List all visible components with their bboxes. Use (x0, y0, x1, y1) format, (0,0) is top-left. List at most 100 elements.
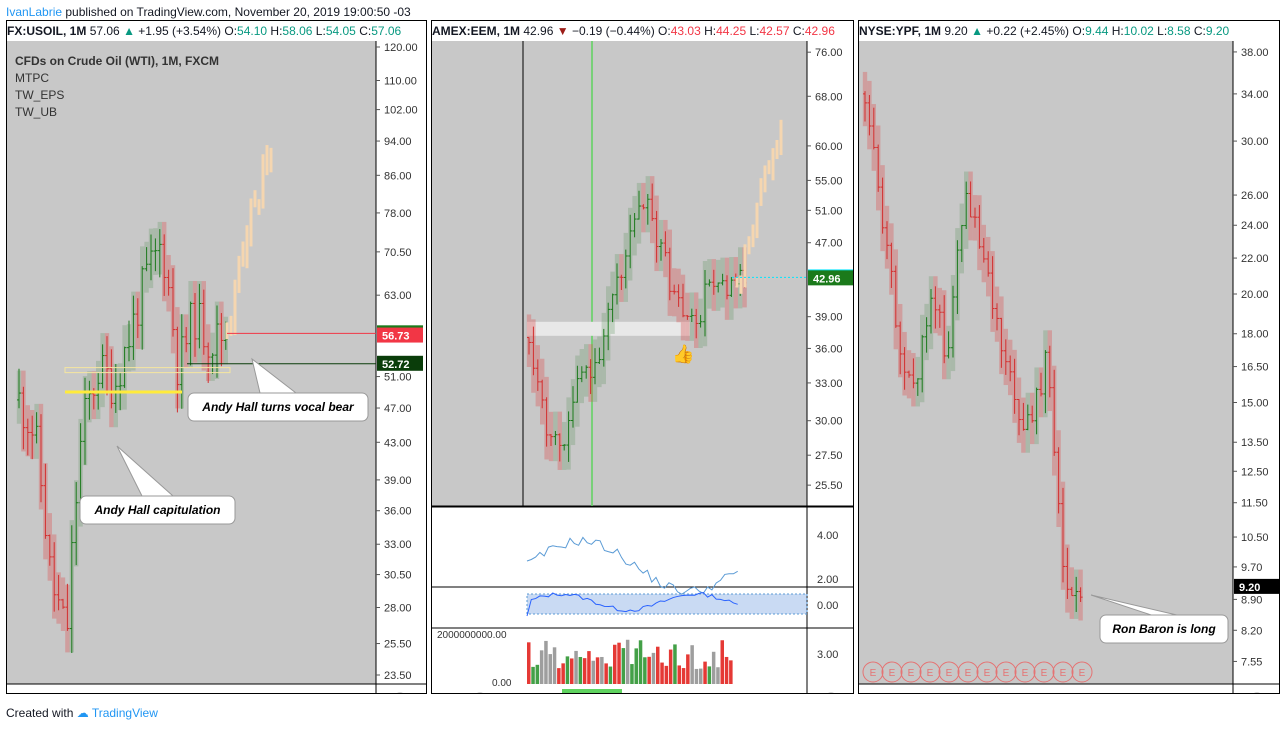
volume-bar (608, 666, 613, 684)
y-tick-label: 30.00 (1241, 136, 1269, 148)
volume-bar (690, 645, 694, 684)
volume-bar (656, 646, 660, 684)
y-tick-label: 60.00 (815, 141, 843, 153)
crosshair-label-box (562, 689, 622, 693)
volume-bar (587, 651, 591, 684)
volume-bar (535, 664, 540, 684)
y-tick-label: 16.50 (1241, 362, 1269, 374)
auto-scale-button (397, 692, 403, 693)
volume-bar (574, 650, 578, 684)
chart-panel-eem[interactable]: AMEX:EEM, 1M 42.96 ▼ −0.19 (−0.44%) O:43… (431, 20, 854, 694)
earnings-label: E (1003, 668, 1010, 679)
sub-tick-label: 2.00 (817, 574, 838, 586)
volume-bar (617, 642, 621, 684)
high-value: 44.25 (716, 24, 747, 38)
y-tick-label: 25.50 (384, 639, 412, 651)
last-price: 57.06 (89, 24, 120, 38)
y-tick-label: 20.00 (1241, 289, 1269, 301)
tradingview-link[interactable]: TradingView (91, 706, 158, 720)
legend-title: CFDs on Crude Oil (WTI), 1M, FXCM (15, 54, 219, 68)
volume-bar (724, 656, 729, 684)
earnings-marker (881, 661, 903, 683)
price-chart[interactable]: 76.00 68.00 60.00 55.00 51.00 47.00 39.00 36.00… (432, 41, 854, 694)
earnings-marker (862, 661, 884, 683)
indicator-tw-ub[interactable]: TW_UB (15, 105, 57, 119)
earnings-label: E (946, 668, 953, 679)
volume-bar (591, 660, 595, 684)
price-label: 52.72 (382, 359, 410, 371)
plot-area (7, 41, 376, 684)
tradingview-logo-icon[interactable]: ☁ (76, 706, 89, 720)
earnings-label: E (889, 668, 896, 679)
volume-bar (539, 650, 544, 684)
callout-text: Ron Baron is long (1112, 622, 1216, 636)
close-label: C: (1193, 24, 1206, 38)
open-label: O: (1072, 24, 1086, 38)
price-chart[interactable]: 120.00 110.00 102.00 94.00 86.00 78.00 70.50 63… (7, 41, 427, 694)
volume-bar (729, 660, 733, 684)
callout-box (1099, 614, 1229, 644)
y-tick-label: 70.50 (384, 247, 412, 259)
volume-bar (677, 665, 681, 684)
volume-bar (570, 658, 574, 684)
open-label: O: (224, 24, 238, 38)
chart-panel-ypf[interactable]: NYSE:YPF, 1M 9.20 ▲ +0.22 (+2.45%) O:9.4… (858, 20, 1280, 694)
y-tick-label: 24.00 (1241, 220, 1269, 232)
earnings-label: E (1041, 668, 1048, 679)
up-arrow-icon: ▲ (971, 24, 983, 38)
price-change: +0.22 (+2.45%) (986, 24, 1070, 38)
volume-bar (625, 639, 630, 684)
y-tick-label: 68.00 (815, 91, 843, 103)
price-change: −0.19 (−0.44%) (571, 24, 655, 38)
price-label-box (377, 355, 423, 371)
earnings-label: E (927, 668, 934, 679)
close-value: 9.20 (1205, 24, 1230, 38)
y-tick-label: 39.00 (815, 312, 843, 324)
volume-bar (561, 663, 565, 684)
earnings-label: E (965, 668, 972, 679)
down-arrow-icon: ▼ (556, 24, 569, 38)
volume-bar (582, 658, 587, 684)
earnings-marker (919, 661, 941, 683)
open-value: 9.44 (1085, 24, 1109, 38)
y-tick-label: 63.00 (384, 290, 412, 302)
y-tick-label: 34.00 (1241, 89, 1269, 101)
volume-tick-label: 2000000000.00 (437, 630, 507, 641)
volume-bar (651, 652, 656, 684)
volume-bar (621, 648, 626, 684)
publish-header: IvanLabrie published on TradingView.com,… (6, 5, 411, 19)
price-chart[interactable]: 38.00 34.00 30.00 26.00 24.00 22.00 20.00 18.00… (859, 41, 1280, 694)
plot-area (859, 41, 1233, 684)
y-tick-label: 18.00 (1241, 329, 1269, 341)
indicator-mtpc[interactable]: MTPC (15, 71, 49, 85)
y-tick-label: 28.00 (384, 603, 412, 615)
indicator-legend: CFDs on Crude Oil (WTI), 1M, FXCM MTPC T… (15, 53, 219, 121)
price-label: 9.20 (1239, 582, 1260, 594)
indicator-tw-eps[interactable]: TW_EPS (15, 88, 65, 102)
y-tick-label: 8.20 (1241, 625, 1262, 637)
earnings-marker (1014, 661, 1036, 683)
y-tick-label: 36.00 (815, 343, 843, 355)
volume-bar (634, 648, 638, 684)
symbol-name: FX:USOIL, 1M (7, 24, 87, 38)
earnings-label: E (908, 668, 915, 679)
earnings-label: E (984, 668, 991, 679)
callout-box (79, 495, 236, 525)
y-tick-label: 86.00 (384, 170, 412, 182)
volume-bar (552, 647, 557, 684)
close-value: 42.96 (804, 24, 835, 38)
created-with-text: Created with (6, 706, 77, 720)
price-label-box (1234, 578, 1279, 594)
earnings-marker (938, 661, 960, 683)
price-label: 42.96 (813, 273, 841, 285)
y-tick-label: 22.00 (1241, 253, 1269, 265)
zoom-button (477, 692, 483, 693)
volume-bar (544, 640, 548, 684)
y-tick-label: 43.00 (384, 437, 412, 449)
close-label: C: (359, 24, 372, 38)
chart-panel-usoil[interactable]: FX:USOIL, 1M 57.06 ▲ +1.95 (+3.54%) O:54… (6, 20, 427, 694)
oscillator-line (526, 536, 738, 595)
author-link[interactable]: IvanLabrie (6, 5, 63, 19)
callout-box (187, 392, 369, 422)
volume-bar (565, 656, 570, 684)
